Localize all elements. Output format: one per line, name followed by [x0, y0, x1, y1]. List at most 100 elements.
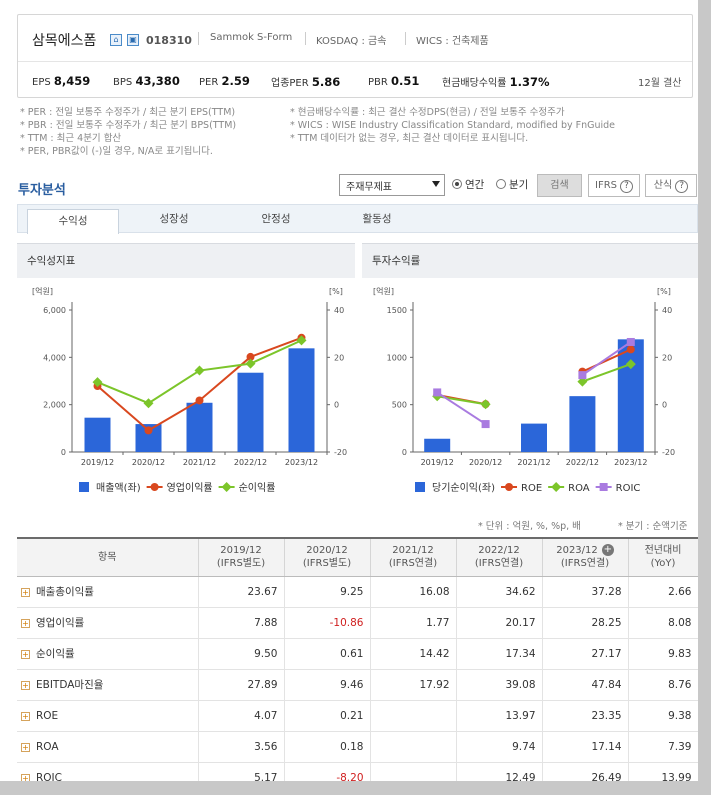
data-point	[194, 365, 205, 376]
table-cell: 20.17	[456, 607, 543, 639]
series-line	[581, 348, 632, 373]
company-eng-name: Sammok S-Form	[210, 32, 293, 43]
expand-row-icon[interactable]: +	[21, 742, 30, 752]
bar	[521, 423, 547, 452]
table-cell: 27.89	[198, 669, 285, 701]
table-cell: 16.08	[370, 576, 457, 608]
legend-marker	[505, 483, 514, 491]
bar	[237, 372, 264, 452]
question-icon: ?	[620, 180, 633, 193]
right-axis-unit: [%]	[329, 287, 343, 296]
table-cell: 9.46	[284, 669, 371, 701]
table-cell: 27.17	[542, 638, 629, 670]
stat-eps: EPS 8,459	[32, 74, 91, 88]
legend-marker	[221, 482, 232, 492]
legend-swatch	[415, 482, 425, 492]
table-row: + EBITDA마진율 27.89 9.46 17.92 39.08 47.84 8.76	[17, 669, 699, 701]
chart2-panel-title: 투자수익률	[362, 243, 698, 278]
formula-help-button[interactable]: 산식?	[645, 174, 697, 197]
series-line	[581, 341, 632, 376]
chevron-down-icon	[432, 181, 440, 187]
table-cell: 14.42	[370, 638, 457, 670]
bar	[288, 348, 315, 452]
table-cell: 3.56	[198, 731, 285, 763]
table-row: + 순이익률 9.50 0.61 14.42 17.34 27.17 9.83	[17, 638, 699, 670]
y2-tick-label: -20	[662, 448, 675, 457]
bar	[84, 417, 111, 452]
x-tick-label: 2023/12	[285, 458, 318, 467]
expand-row-icon[interactable]: +	[21, 681, 30, 690]
row-label[interactable]: + 매출총이익률	[17, 576, 199, 608]
profitability-chart: [억원] [%] 6,000 4,000 2,000 0 40 20 0 -20 2019/12 20…	[32, 286, 347, 494]
radio-annual[interactable]: 연간	[452, 177, 484, 192]
table-cell: 17.14	[542, 731, 629, 763]
right-axis-unit: [%]	[657, 287, 671, 296]
table-cell: 7.88	[198, 607, 285, 639]
table-cell: 7.39	[628, 731, 699, 763]
home-icon[interactable]: ⌂	[110, 34, 122, 46]
y2-tick-label: 40	[334, 306, 344, 315]
data-point	[143, 398, 154, 409]
expand-row-icon[interactable]: +	[21, 588, 30, 597]
statement-select[interactable]: 주재무제표	[339, 174, 445, 196]
wics-info: WICS : 건축제품	[416, 36, 489, 47]
data-point	[296, 335, 307, 346]
unit-note: * 단위 : 억원, %, %p, 배	[478, 521, 581, 532]
row-label[interactable]: + ROA	[17, 731, 199, 763]
data-point	[480, 399, 491, 410]
horizontal-scrollbar[interactable]	[0, 781, 711, 795]
bar	[186, 402, 213, 452]
row-label[interactable]: + ROE	[17, 700, 199, 732]
y-tick-label: 1000	[387, 353, 407, 362]
column-header: 2022/12 (IFRS연결)	[456, 537, 543, 577]
question-icon: ?	[675, 180, 689, 193]
x-tick-label: 2020/12	[469, 458, 502, 467]
radio-quarter[interactable]: 분기	[496, 177, 528, 192]
x-tick-label: 2019/12	[81, 458, 114, 467]
data-point	[578, 371, 587, 380]
ifrs-help-button[interactable]: IFRS?	[588, 174, 640, 197]
expand-row-icon[interactable]: +	[21, 711, 30, 721]
bar	[569, 396, 596, 452]
table-cell	[370, 731, 457, 763]
series-line	[582, 363, 632, 383]
table-cell: 13.97	[456, 700, 543, 732]
y-tick-label: 500	[392, 401, 407, 410]
expand-columns-icon[interactable]: +	[601, 544, 614, 557]
unit-note-quarter: * 분기 : 순액기준	[618, 521, 688, 532]
column-header: 항목	[17, 537, 199, 577]
x-tick-label: 2020/12	[132, 458, 165, 467]
x-tick-label: 2019/12	[421, 458, 454, 467]
table-cell: 37.28	[542, 576, 629, 608]
tab-activity[interactable]: 활동성	[362, 213, 392, 225]
x-tick-label: 2021/12	[517, 458, 550, 467]
expand-row-icon[interactable]: +	[21, 619, 30, 628]
data-point	[433, 388, 442, 397]
chart1-panel-title: 수익성지표	[17, 243, 355, 278]
data-point	[144, 426, 153, 435]
row-label[interactable]: + 순이익률	[17, 638, 199, 670]
tab-profitability[interactable]: 수익성	[27, 209, 119, 234]
table-cell: 0.61	[284, 638, 371, 670]
x-tick-label: 2022/12	[566, 458, 599, 467]
search-button[interactable]: 검색	[537, 174, 582, 197]
row-label[interactable]: + 영업이익률	[17, 607, 199, 639]
column-header: 전년대비 (YoY)	[628, 537, 699, 577]
vertical-scrollbar[interactable]	[698, 0, 711, 795]
stat-sector-per: 업종PER 5.86	[271, 75, 341, 89]
data-point	[625, 359, 636, 370]
section-title: 투자분석	[18, 183, 66, 198]
analysis-tabs: 수익성 성장성 안정성 활동성	[17, 204, 698, 234]
legend-label: 영업이익률	[167, 481, 213, 494]
tab-stability[interactable]: 안정성	[261, 213, 291, 225]
expand-row-icon[interactable]: +	[21, 650, 30, 659]
table-cell: 34.62	[456, 576, 543, 608]
legend-marker	[551, 482, 562, 492]
data-point	[481, 420, 490, 429]
building-icon[interactable]: ▣	[127, 34, 139, 46]
row-label[interactable]: + EBITDA마진율	[17, 669, 199, 701]
settle-month: 12월 결산	[638, 78, 682, 89]
stat-dividend-yield: 현금배당수익률 1.37%	[442, 75, 550, 89]
tab-growth[interactable]: 성장성	[159, 213, 189, 225]
